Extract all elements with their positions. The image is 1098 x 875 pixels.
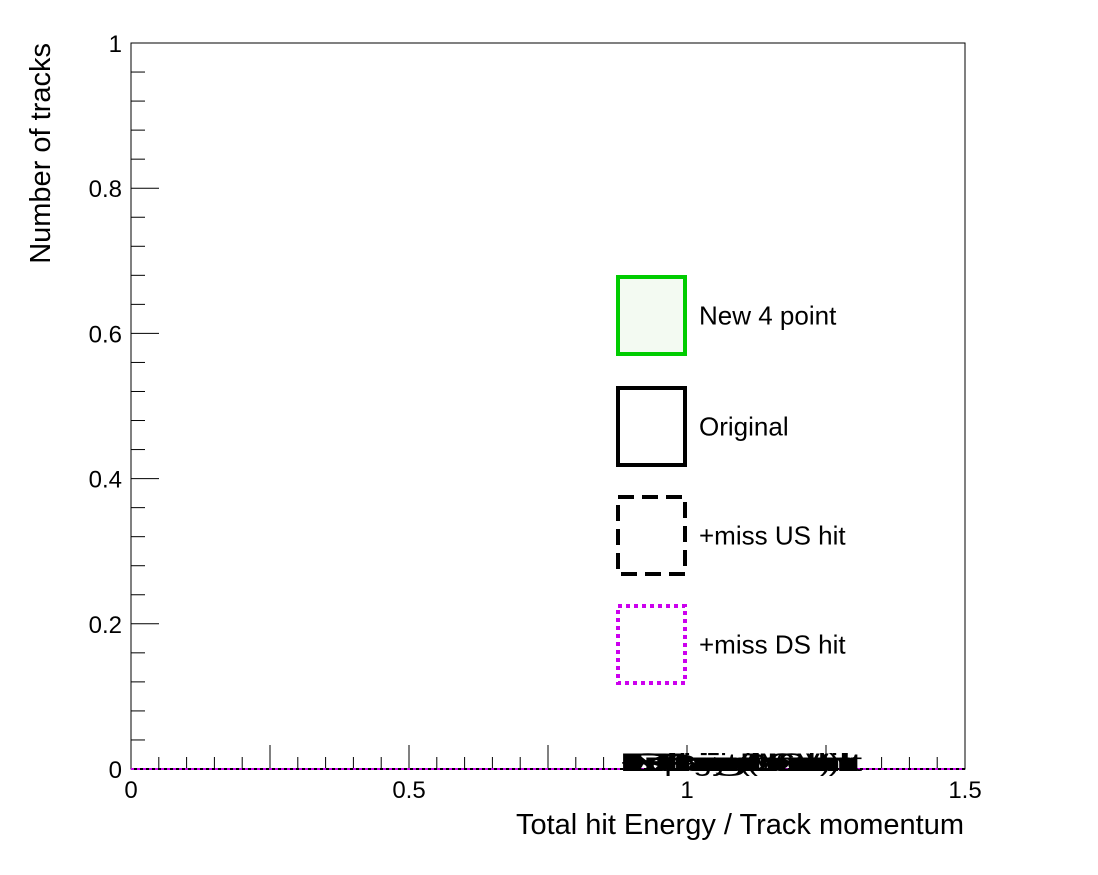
y-tick-label: 0.8 [89,176,122,203]
legend-label: Original [699,412,789,442]
legend-label: +miss DS hit [699,630,846,660]
legend-item: Original [616,386,789,467]
annotation-label: Deposit (MeV) [620,749,840,777]
annotation-label: Electron [621,749,861,777]
annotation-label: Kaon [622,749,842,777]
legend-item: +miss US hit [616,495,846,576]
legend-swatch [616,275,687,356]
annotation-label: Pion [620,749,860,777]
legend-label: New 4 point [699,301,837,331]
y-tick-label: 0.6 [89,321,122,348]
legend-swatch [616,604,687,685]
x-tick-label: 0 [124,777,137,804]
legend-swatch [616,386,687,467]
y-tick-label: 0.2 [89,612,122,639]
annotation-label: Original [622,749,852,777]
legend-item: New 4 point [616,275,837,356]
annotation-label: Energy (MeV) [621,749,831,777]
y-axis-label: Number of tracks [25,43,57,264]
annotation-label: +miss DS hit [620,749,850,777]
legend-label: +miss US hit [699,521,846,551]
x-axis-ticks: 0 0.5 1 1.5 [124,745,982,804]
y-tick-label: 1 [109,31,122,58]
legend-item: +miss DS hit [616,604,846,685]
overlapping-annotations: PionProtonKaonMuonElectronOriginalDeposi… [620,749,862,777]
plot-frame [130,42,966,770]
annotation-label: +miss US hit [622,749,862,777]
annotation-label: Muon [620,749,830,777]
legend-swatch [616,495,687,576]
x-tick-label: 0.5 [392,777,425,804]
annotation-label: Proton [621,749,851,777]
x-tick-label: 1 [680,777,693,804]
y-tick-label: 0 [109,757,122,784]
x-tick-label: 1.5 [948,777,981,804]
x-axis-label: Total hit Energy / Track momentum [516,809,964,841]
legend: New 4 point Original +miss US hit +miss DS … [616,275,846,685]
y-axis-ticks: 0 0.2 0.4 0.6 0.8 1 [89,31,159,784]
y-tick-label: 0.4 [89,467,122,494]
